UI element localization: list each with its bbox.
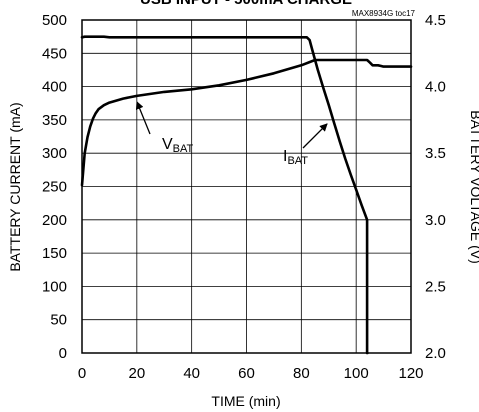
right-y-tick-label: 4.0 [425, 79, 446, 96]
x-tick-label: 80 [293, 365, 310, 382]
plot-frame [81, 19, 412, 354]
series-vbat-line [80, 58, 413, 187]
right-y-tick-label: 2.0 [425, 345, 446, 362]
left-y-tick-label: 150 [42, 245, 67, 262]
x-tick-label: 0 [78, 365, 86, 382]
x-tick-label: 60 [238, 365, 255, 382]
right-y-tick-label: 3.5 [425, 145, 446, 162]
series-annotations: IBAT VBAT [135, 101, 328, 167]
x-axis-title: TIME (min) [211, 393, 280, 409]
right-y-tick-label: 2.5 [425, 278, 446, 295]
series-label-vbat: VBAT [162, 136, 194, 155]
right-y-tick-label: 4.5 [425, 12, 446, 29]
right-y-axis-title: BATTERY VOLTAGE (V) [468, 110, 479, 264]
left-y-tick-label: 400 [42, 79, 67, 96]
x-tick-label: 120 [398, 365, 423, 382]
x-tick-label: 100 [344, 365, 369, 382]
left-y-tick-label: 350 [42, 112, 67, 129]
grid-lines [81, 19, 412, 354]
right-y-tick-labels: 2.0 2.5 3.0 3.5 4.0 4.5 [425, 12, 446, 362]
left-y-tick-label: 200 [42, 212, 67, 229]
chart-tag: MAX8934G toc17 [352, 9, 416, 18]
left-y-tick-label: 100 [42, 278, 67, 295]
annotation-arrow-ibat [302, 123, 328, 149]
left-y-tick-label: 0 [59, 345, 67, 362]
left-y-tick-label: 450 [42, 45, 67, 62]
left-y-axis-title: BATTERY CURRENT (mA) [7, 102, 23, 271]
x-tick-labels: 0 20 40 60 80 100 120 [78, 365, 424, 382]
annotation-arrow-vbat [135, 101, 151, 135]
left-y-tick-label: 300 [42, 145, 67, 162]
series-label-ibat: IBAT [283, 148, 308, 167]
left-y-tick-labels: 0 50 100 150 200 250 300 350 400 450 500 [42, 12, 67, 362]
data-curves [80, 35, 413, 355]
left-y-tick-label: 500 [42, 12, 67, 29]
chart-title: USB INPUT - 500mA CHARGE [140, 0, 352, 8]
right-y-tick-label: 3.0 [425, 212, 446, 229]
left-y-tick-label: 250 [42, 179, 67, 196]
left-y-tick-label: 50 [50, 312, 67, 329]
x-tick-label: 40 [183, 365, 200, 382]
x-tick-label: 20 [128, 365, 145, 382]
